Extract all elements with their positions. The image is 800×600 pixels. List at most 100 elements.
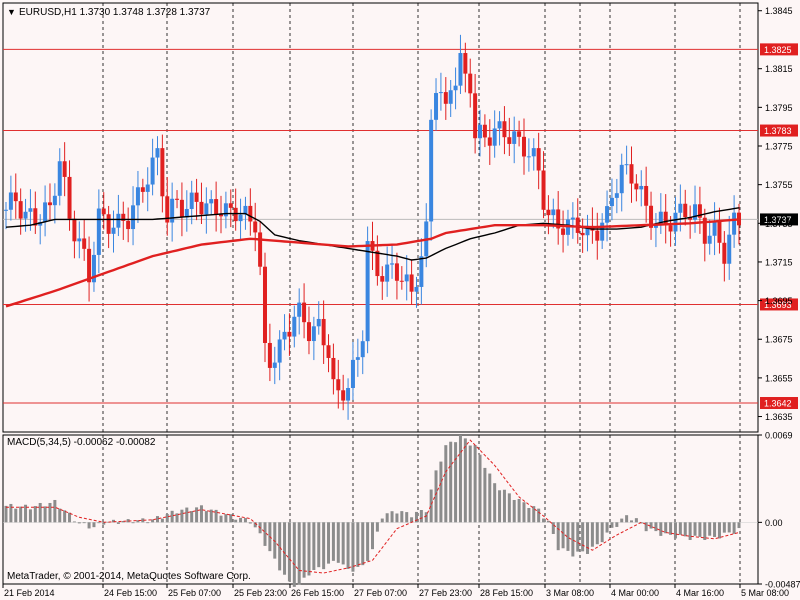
- candle-body: [468, 73, 473, 94]
- dropdown-icon[interactable]: ▼: [7, 7, 16, 17]
- candle-body: [717, 221, 722, 243]
- candle-body: [302, 302, 307, 323]
- candle-body: [282, 331, 287, 340]
- macd-bar: [688, 522, 692, 540]
- macd-bar: [693, 522, 697, 536]
- candle-body: [135, 187, 140, 206]
- macd-bar: [175, 513, 179, 523]
- candle-body: [375, 250, 380, 277]
- horizontal-levels[interactable]: 1.3825 1.3783 1.3693 1.3642: [3, 43, 798, 410]
- macd-bar: [302, 522, 306, 578]
- candle-body: [478, 124, 483, 139]
- macd-bar: [390, 511, 394, 523]
- candle-body: [321, 318, 326, 346]
- candle-body: [292, 316, 297, 337]
- candle-body: [311, 326, 316, 342]
- candle-body: [463, 53, 468, 74]
- candle-body: [258, 232, 263, 267]
- macd-bar: [405, 512, 409, 523]
- macd-bar: [53, 499, 57, 523]
- macd-bar: [454, 442, 458, 523]
- candle-body: [512, 131, 517, 144]
- candle-body: [277, 339, 282, 363]
- candle-body: [18, 201, 23, 219]
- candle-body: [434, 93, 439, 120]
- macd-bar: [502, 489, 506, 523]
- macd-bar: [737, 522, 741, 529]
- macd-bar: [708, 522, 712, 536]
- candle-body: [595, 230, 600, 241]
- macd-bar: [669, 522, 673, 535]
- candle-body: [140, 187, 145, 192]
- candle-body: [644, 185, 649, 206]
- candle-body: [297, 302, 302, 317]
- macd-bar: [312, 522, 316, 571]
- candle-body: [306, 322, 311, 342]
- candle-body: [126, 220, 131, 230]
- macd-bar: [371, 522, 374, 550]
- candle-body: [82, 238, 87, 249]
- candle-body: [404, 274, 409, 282]
- candle-body: [492, 128, 497, 146]
- macd-bar: [121, 520, 125, 523]
- macd-bar: [410, 517, 414, 523]
- macd-bar: [713, 522, 717, 537]
- macd-bar: [307, 522, 311, 576]
- macd-bar: [28, 509, 32, 523]
- candle-body: [536, 148, 541, 171]
- candle-body: [649, 205, 654, 228]
- macd-bar: [659, 522, 663, 536]
- macd-bar: [92, 522, 96, 528]
- macd-bar: [385, 513, 389, 523]
- candle-body: [624, 164, 629, 166]
- macd-window-frame[interactable]: [2, 434, 759, 585]
- time-tick-label: 27 Feb 23:00: [419, 588, 472, 598]
- price-window-frame[interactable]: [2, 2, 759, 433]
- macd-bar: [146, 522, 150, 524]
- macd-bar: [170, 510, 174, 523]
- time-tick-label: 5 Mar 08:00: [741, 588, 789, 598]
- macd-bar: [199, 505, 203, 523]
- macd-bar: [380, 518, 384, 523]
- candle-body: [57, 161, 62, 196]
- macd-bar: [253, 522, 257, 528]
- macd-bar: [165, 514, 169, 523]
- candle-body: [331, 357, 336, 380]
- macd-bar: [239, 517, 243, 523]
- candle-body: [609, 197, 614, 207]
- macd-bar: [576, 522, 580, 552]
- macd-bar: [478, 454, 482, 523]
- macd-tick-label: 0.0069: [765, 431, 793, 441]
- candle-body: [336, 379, 341, 391]
- macd-bar: [87, 522, 91, 529]
- candle-body: [634, 183, 639, 190]
- macd-bar: [664, 522, 668, 534]
- macd-bar: [160, 518, 164, 523]
- macd-bar: [356, 522, 360, 567]
- macd-bar: [287, 522, 291, 582]
- candle-body: [33, 208, 38, 226]
- macd-bar: [33, 506, 37, 523]
- candle-body: [165, 196, 170, 223]
- macd-bar: [112, 519, 116, 523]
- macd-bar: [292, 522, 296, 587]
- time-axis: 21 Feb 2014 24 Feb 15:00 25 Feb 07:00 25 Fe…: [2, 584, 789, 598]
- macd-bar: [414, 511, 418, 523]
- candle-body: [629, 164, 634, 184]
- candle-body: [243, 205, 248, 215]
- candle-body: [253, 221, 258, 233]
- macd-bar: [14, 508, 18, 523]
- macd-bar: [722, 522, 726, 533]
- macd-bar: [424, 512, 428, 523]
- candle-body: [287, 331, 292, 337]
- candle-body: [262, 266, 267, 343]
- candle-body: [399, 280, 404, 282]
- candle-body: [722, 242, 727, 264]
- candle-body: [91, 254, 96, 283]
- candle-body: [712, 221, 717, 236]
- candle-body: [350, 359, 355, 388]
- candle-body: [194, 192, 199, 202]
- macd-bar: [556, 522, 560, 551]
